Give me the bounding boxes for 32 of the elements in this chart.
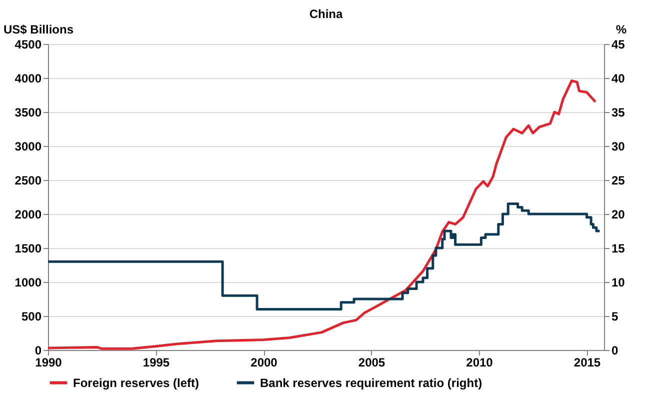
y2-tick-label: 5 (612, 310, 618, 324)
chart-title: China (309, 7, 343, 21)
x-tick-label: 2010 (466, 356, 494, 370)
y2-tick-label: 35 (612, 106, 626, 120)
y-tick-label: 3500 (14, 106, 42, 120)
y-tick-label: 2000 (14, 208, 42, 222)
x-tick-label: 2005 (358, 356, 386, 370)
y2-tick-label: 40 (612, 72, 626, 86)
y-tick-label: 3000 (14, 140, 42, 154)
y-tick-label: 4500 (14, 38, 42, 52)
y2-axis-title: % (616, 22, 627, 36)
x-tick-label: 2000 (250, 356, 278, 370)
y-tick-label: 1500 (14, 242, 42, 256)
y-tick-label: 500 (21, 310, 42, 324)
line-series (46, 79, 597, 350)
y-tick-label: 0 (34, 344, 42, 358)
y2-tick-label: 45 (612, 38, 626, 52)
y2-tick-label: 20 (612, 208, 626, 222)
x-tick-label: 1990 (35, 356, 62, 370)
y2-tick-label: 10 (612, 276, 626, 290)
y-axis-title: US$ Billions (4, 22, 74, 36)
x-tick-label: 2015 (574, 356, 601, 370)
y-tick-label: 1000 (14, 276, 42, 290)
y-tick-label: 2500 (14, 174, 42, 188)
legend-label: Bank reserves requirement ratio (right) (260, 376, 482, 390)
y2-tick-label: 30 (612, 140, 626, 154)
x-tick-label: 1995 (142, 356, 170, 370)
y2-tick-label: 25 (612, 174, 626, 188)
y-tick-label: 4000 (14, 72, 42, 86)
legend-label: Foreign reserves (left) (73, 376, 200, 390)
y2-tick-label: 0 (612, 344, 618, 358)
y2-tick-label: 15 (612, 242, 626, 256)
